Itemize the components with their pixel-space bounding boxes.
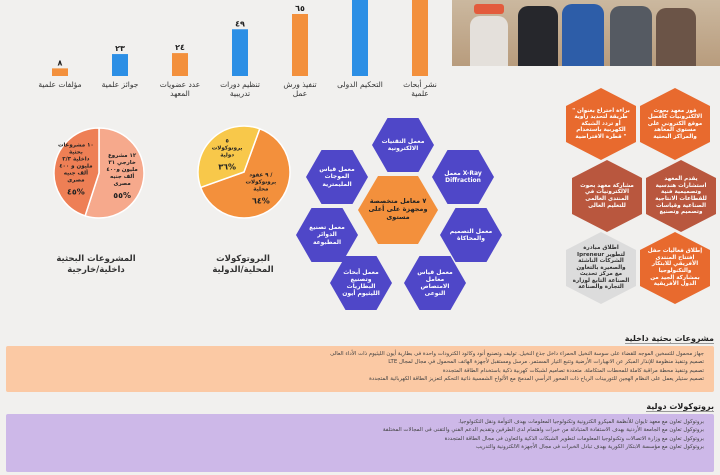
pie-slice-1 <box>197 125 261 189</box>
hex-electronics-lab: معمل التقنيات الالكترونية <box>372 118 434 172</box>
bar-category-label: علمية <box>411 89 429 98</box>
protocols-pie-chart: ٩ عقود /بروتوكولاتمحلية٦٤%٥بروتوكولاتدول… <box>197 125 291 219</box>
officials-photo <box>452 0 720 66</box>
intl-protocols-heading: بروتوكولات دولية <box>646 402 714 412</box>
pie-slice-label: خارجي ٣١ <box>108 160 135 166</box>
pie-slice-label: ٥ <box>225 139 229 145</box>
bar-category-label: عمل <box>293 89 308 98</box>
bar-category-label: تدريبية <box>230 89 250 98</box>
bar-6 <box>52 68 68 76</box>
pie-slice-label: مصرى <box>113 181 130 187</box>
hex-mmwave-lab: معمل قياس الموجات المليمترية <box>306 150 368 204</box>
bar-category-label: المعهد <box>170 89 190 98</box>
hex-xray-lab: معمل X-Ray Diffraction <box>432 150 494 204</box>
local-projects-box: جهاز محمول للتسخين الموجه للقضاء على سوس… <box>6 346 714 392</box>
intl-protocol-line: بروتوكول تعاون مع وزارة الاتصالات وتكنول… <box>444 435 704 442</box>
hex-achievement-ipreneur: اطلاق مبادرة Ipreneur لتطوير الشركات الن… <box>566 232 636 304</box>
pie-slice-0 <box>199 127 291 219</box>
pie-slice-label: دولية <box>220 153 234 159</box>
local-projects-heading: مشروعات بحثية داخلية <box>624 334 714 344</box>
bar-4 <box>172 53 188 76</box>
hex-labs-count: ٧ معامل متخصصة ومجهزة على أعلى مستوى <box>358 176 438 244</box>
bar-category-label: تنفيذ ورش <box>283 80 316 89</box>
bar-5 <box>112 54 128 76</box>
pie-slice-label: داخلية ٢/٣ <box>62 156 89 162</box>
pie-slice-label: محلية <box>253 186 268 192</box>
bar-value-label: ٢٤ <box>175 43 185 52</box>
bar-category-label: تنظيم دورات <box>220 80 260 89</box>
pie-slice-label: ألف جنيه <box>64 168 88 176</box>
pie-slice-label: ٩ عقود / <box>249 172 273 178</box>
protocols-pie-title: البروتوكولات المحلية/الدولية <box>188 254 298 276</box>
local-project-line: جهاز محمول للتسخين الموجه للقضاء على سوس… <box>330 351 704 357</box>
bar-value-label: ٦٥ <box>295 4 305 13</box>
pie-slice-1 <box>53 127 100 217</box>
pie-slice-label: بروتوكولات <box>212 145 243 152</box>
bar-value-label: ٨ <box>58 58 63 67</box>
pie-slice-percent: ٥٥% <box>113 191 131 200</box>
pie-slice-label: ١٠ مشروعات <box>58 142 94 148</box>
hex-pcb-lab: معمل تصنيع الدوائر المطبوعة <box>296 208 358 262</box>
hex-achievement-forum: مشاركة معهد بحوث الالكترونيات في المنتدى… <box>572 160 642 232</box>
bar-2 <box>292 14 308 76</box>
hex-design-simulation-lab: معمل التصميم والمحاكاة <box>440 208 502 262</box>
pie-slice-label: ألف جنيه <box>110 172 134 180</box>
projects-pie-title-line1: المشروعات البحثية <box>56 254 136 264</box>
bar-value-label: ٢٣ <box>115 44 125 53</box>
bar-category-label: جوائز علمية <box>102 80 139 89</box>
local-project-line: تصميم وتنفيذ محطة مراقبة كاملة للمحطات ا… <box>442 367 704 374</box>
protocols-pie-title-line2: المحلية/الدولية <box>212 265 274 276</box>
pie-slice-label: ١٢ مشروع <box>108 153 137 159</box>
hex-achievement-patent: براءة اختراع بعنوان " طريقة لتحديد زاوية… <box>566 88 636 160</box>
local-project-line: تصميم ستيلر يعمل على النظام الهجين للتور… <box>369 376 704 383</box>
pie-slice-percent: ٤٥% <box>67 187 85 196</box>
bar-category-label: مؤلفات علمية <box>38 80 81 89</box>
pie-slice-percent: ٣٦% <box>218 163 236 172</box>
bar-category-label: عدد عضويات <box>160 80 200 89</box>
bar-1 <box>352 0 368 76</box>
pie-slice-label: مليون و ٤٠٠ <box>59 163 92 169</box>
pie-slice-label: مليون و٤٠٠ <box>106 167 137 173</box>
pie-slice-label: بروتوكولات <box>246 178 277 185</box>
bar-value-label: ٤٩ <box>235 19 245 28</box>
hex-achievement-website: فوز معهد بحوث الالكترونيات كأفضل موقع ال… <box>640 88 710 160</box>
bar-category-label: نشر أبحاث <box>403 79 437 89</box>
pie-slice-0 <box>84 127 145 219</box>
projects-pie-title-line2: داخلية/خارجية <box>67 265 125 276</box>
bar-category-label: التحكيم الدولى <box>337 80 383 89</box>
bar-3 <box>232 29 248 77</box>
local-project-line: تصميم وتنفيذ منظومة للإنذار المبكر عن ال… <box>388 359 704 366</box>
pie-slice-label: مصرى <box>67 177 84 183</box>
hex-achievement-african-forum: إطلاق فعاليات حفل افتتاح المنتدى الأفريق… <box>640 232 710 304</box>
intl-protocols-box: بروتوكول تعاون مع معهد تايوان للأنظمة ال… <box>6 414 714 472</box>
pie-slice-label: بحثية <box>69 149 83 155</box>
intl-protocol-line: بروتوكول تعاون مع معهد تايوان للأنظمة ال… <box>458 419 704 425</box>
projects-pie-title: المشروعات البحثية داخلية/خارجية <box>36 254 156 276</box>
hex-achievement-consulting: يقدم المعهد استشارات هندسية وتصميمية فني… <box>646 160 716 232</box>
bar-0 <box>412 0 428 76</box>
hex-absorption-lab: معمل قياس معامل الامتصاص النوعى <box>404 256 466 310</box>
pie-slice-percent: ٦٤% <box>252 196 270 205</box>
hex-battery-lab: معمل أبحاث وتصنيع البطاريات الليثيوم أيو… <box>330 256 392 310</box>
intl-protocol-line: بروتوكول تعاون مع الجامعة الأردنية بهدف … <box>382 427 704 434</box>
intl-protocol-line: بروتوكول تعاون مع مؤسسة الابتكار الكورية… <box>475 444 704 451</box>
protocols-pie-title-line1: البروتوكولات <box>216 254 270 264</box>
